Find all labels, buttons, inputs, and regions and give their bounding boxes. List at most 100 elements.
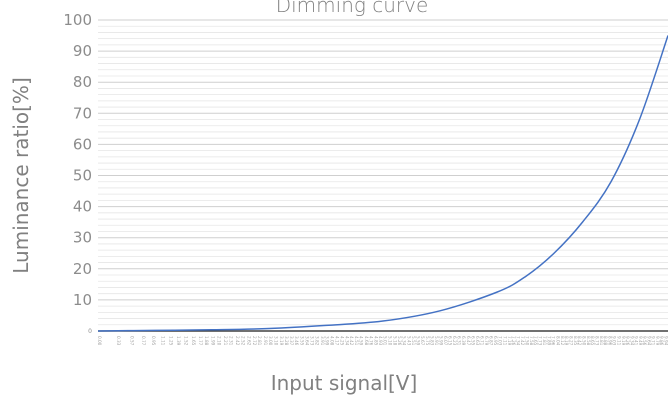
y-tick-label: 20 — [73, 260, 92, 278]
x-tick-label: 5.10 — [388, 336, 393, 346]
x-tick-label: 9.19 — [621, 336, 626, 346]
x-tick-label: 7.19 — [507, 336, 512, 346]
x-axis-tick-labels: 0.00 0.33 0.57 0.77 0.95 1.11 1.25 1.39 1.52 1.65… — [97, 336, 668, 348]
y-tick-label: 90 — [73, 42, 92, 60]
x-tick-label: 0.95 — [151, 336, 156, 346]
y-tick-label: 0 — [88, 328, 92, 335]
x-tick-label: 7.03 — [498, 336, 503, 346]
x-tick-label: 6.71 — [479, 336, 484, 346]
x-tick-label: 3.46 — [294, 336, 299, 346]
major-gridlines — [98, 19, 668, 301]
x-tick-label: 7.50 — [525, 336, 530, 346]
x-tick-label: 4.51 — [354, 336, 359, 346]
x-tick-label: 1.77 — [198, 336, 203, 346]
x-tick-label: 7.89 — [547, 336, 552, 346]
x-tick-label: 1.25 — [168, 336, 173, 346]
x-tick-label: 8.12 — [560, 336, 565, 346]
x-tick-label: 8.35 — [573, 336, 578, 346]
y-tick-label: 30 — [73, 229, 92, 247]
x-tick-label: 0.00 — [97, 336, 102, 346]
x-tick-label: 2.62 — [246, 336, 251, 346]
x-tick-label: 3.73 — [310, 336, 315, 346]
x-tick-label: 8.27 — [568, 336, 573, 346]
y-axis-tick-labels: 0 10 20 30 40 50 60 70 80 90 100 — [63, 11, 92, 335]
x-tick-label: 3.19 — [279, 336, 284, 346]
x-tick-label: 6.15 — [448, 336, 453, 346]
x-tick-label: 2.31 — [229, 336, 234, 346]
x-tick-label: 5.18 — [392, 336, 397, 346]
x-tick-label: 8.81 — [599, 336, 604, 346]
x-tick-label: 7.42 — [520, 336, 525, 346]
x-tick-label: 1.65 — [191, 336, 196, 346]
x-tick-label: 9.86 — [659, 336, 664, 346]
x-tick-label: 5.51 — [411, 336, 416, 346]
x-tick-label: 9.71 — [650, 336, 655, 346]
x-tick-label: 6.63 — [475, 336, 480, 346]
x-tick-label: 4.68 — [364, 336, 369, 346]
x-tick-label: 4.76 — [368, 336, 373, 346]
series-line-luminance — [97, 35, 668, 332]
y-tick-label: 70 — [73, 104, 92, 122]
x-tick-label: 5.59 — [416, 336, 421, 346]
x-tick-label: 5.34 — [401, 336, 406, 346]
x-tick-label: 5.75 — [425, 336, 430, 346]
x-tick-label: 0.77 — [141, 336, 146, 346]
x-tick-label: 4.59 — [359, 336, 364, 346]
x-tick-label: 4.08 — [330, 336, 335, 346]
x-tick-label: 3.64 — [304, 336, 309, 346]
x-tick-label: 7.11 — [502, 336, 507, 346]
x-tick-label: 6.31 — [457, 336, 462, 346]
x-tick-label: 2.10 — [217, 336, 222, 346]
x-tick-label: 5.26 — [397, 336, 402, 346]
x-tick-label: 3.82 — [315, 336, 320, 346]
x-tick-label: 2.21 — [223, 336, 228, 346]
x-axis-label: Input signal[V] — [271, 371, 418, 395]
y-tick-label: 50 — [73, 167, 92, 185]
x-tick-label: 5.01 — [383, 336, 388, 346]
x-tick-label: 3.91 — [320, 336, 325, 346]
x-tick-label: 8.88 — [603, 336, 608, 346]
y-tick-label: 80 — [73, 73, 92, 91]
x-tick-label: 0.57 — [129, 336, 134, 346]
y-axis-label: Luminance ratio[%] — [9, 77, 33, 274]
x-tick-label: 7.96 — [551, 336, 556, 346]
x-tick-label: 4.25 — [339, 336, 344, 346]
x-tick-label: 5.67 — [420, 336, 425, 346]
x-tick-label: 8.19 — [564, 336, 569, 346]
x-tick-label: 8.42 — [577, 336, 582, 346]
x-tick-label: 9.34 — [629, 336, 634, 346]
x-tick-label: 4.42 — [349, 336, 354, 346]
x-tick-label: 2.72 — [252, 336, 257, 346]
x-tick-label: 7.73 — [538, 336, 543, 346]
x-tick-label: 4.17 — [335, 336, 340, 346]
x-tick-label: 6.95 — [493, 336, 498, 346]
x-tick-label: 9.26 — [625, 336, 630, 346]
x-tick-label: 4.93 — [378, 336, 383, 346]
x-tick-label: 4.34 — [344, 336, 349, 346]
x-tick-label: 4.85 — [373, 336, 378, 346]
x-tick-label: 6.79 — [484, 336, 489, 346]
x-tick-label: 9.03 — [612, 336, 617, 346]
x-tick-label: 6.55 — [470, 336, 475, 346]
x-tick-label: 3.00 — [268, 336, 273, 346]
x-tick-label: 1.39 — [176, 336, 181, 346]
x-tick-label: 8.04 — [555, 336, 560, 346]
x-tick-label: 6.87 — [489, 336, 494, 346]
x-tick-label: 6.07 — [443, 336, 448, 346]
x-tick-label: 1.11 — [160, 336, 165, 346]
y-tick-label: 10 — [73, 291, 92, 309]
x-tick-label: 8.58 — [586, 336, 591, 346]
x-tick-label: 8.96 — [608, 336, 613, 346]
x-tick-label: 3.28 — [284, 336, 289, 346]
x-tick-label: 9.64 — [646, 336, 651, 346]
x-tick-label: 9.79 — [655, 336, 660, 346]
x-tick-label: 5.91 — [434, 336, 439, 346]
x-tick-label: 9.56 — [642, 336, 647, 346]
x-tick-label: 6.47 — [466, 336, 471, 346]
x-tick-label: 1.99 — [210, 336, 215, 346]
x-tick-label: 0.33 — [116, 336, 121, 346]
x-tick-label: 1.52 — [184, 336, 189, 346]
x-tick-label: 3.10 — [274, 336, 279, 346]
x-tick-label: 7.65 — [533, 336, 538, 346]
